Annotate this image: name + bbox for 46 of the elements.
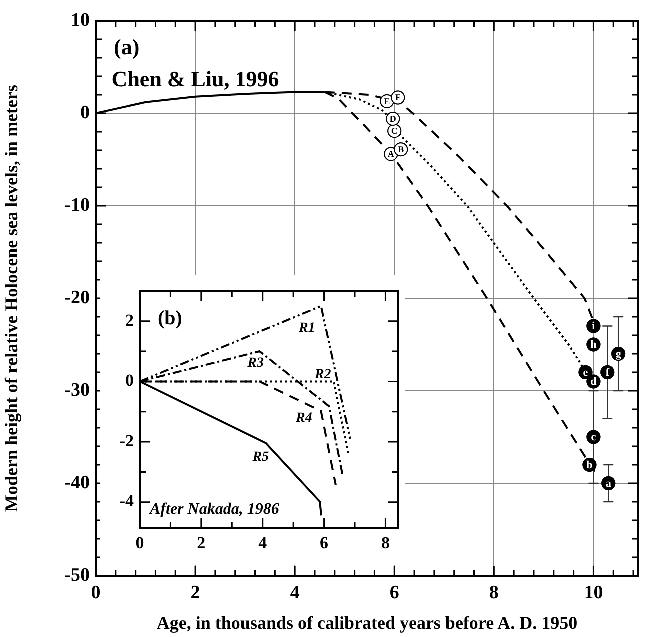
series-label: R5 (252, 450, 270, 465)
x-tick-label: 6 (390, 582, 400, 604)
x-tick-label: 8 (381, 534, 390, 553)
annotation: b (586, 459, 593, 472)
annotation: d (590, 376, 597, 388)
series-label: R3 (246, 356, 264, 372)
annotation: A (388, 149, 395, 160)
series-label: R2 (314, 367, 332, 382)
y-tick-label: -4 (120, 492, 134, 511)
annotation: D (390, 114, 397, 124)
annotation: F (395, 92, 402, 103)
y-tick-label: 2 (126, 310, 134, 330)
y-tick-label: -40 (64, 472, 90, 494)
annotation: i (592, 320, 596, 333)
x-tick-label: 6 (320, 534, 329, 553)
series-label: R1 (298, 320, 316, 336)
annotation: a (606, 478, 612, 490)
annotation: After Nakada, 1986 (149, 501, 280, 518)
x-tick-label: 8 (489, 582, 499, 604)
y-tick-label: 10 (71, 10, 90, 31)
series-label: Chen & Liu, 1996 (112, 66, 280, 92)
y-tick-label: -10 (64, 194, 90, 216)
y-tick-label: -30 (64, 380, 90, 401)
annotation: h (590, 339, 597, 352)
annotation: (b) (158, 307, 182, 330)
annotation: f (606, 366, 610, 379)
series-label: R4 (295, 410, 312, 426)
y-tick-label: 0 (80, 102, 90, 124)
x-tick-label: 4 (258, 534, 268, 553)
y-tick-label: -50 (64, 564, 90, 586)
x-tick-label: 2 (190, 582, 200, 604)
annotation: (a) (114, 34, 140, 60)
y-axis-title: Modern height of relative Holocene sea levels, in meters (1, 84, 22, 512)
y-tick-label: -20 (64, 287, 90, 308)
annotation: B (398, 144, 404, 154)
x-tick-label: 4 (290, 582, 300, 604)
x-axis-title: Age, in thousands of calibrated years before A. D. 1950 (156, 612, 578, 633)
annotation: E (384, 96, 390, 106)
y-tick-label: -2 (120, 431, 134, 450)
annotation: C (391, 126, 398, 136)
annotation: e (583, 366, 588, 379)
y-tick-label: 0 (126, 371, 134, 390)
annotation: c (591, 432, 596, 444)
x-tick-label: 10 (584, 582, 604, 604)
x-tick-label: 2 (197, 534, 206, 553)
annotation: g (616, 348, 622, 360)
